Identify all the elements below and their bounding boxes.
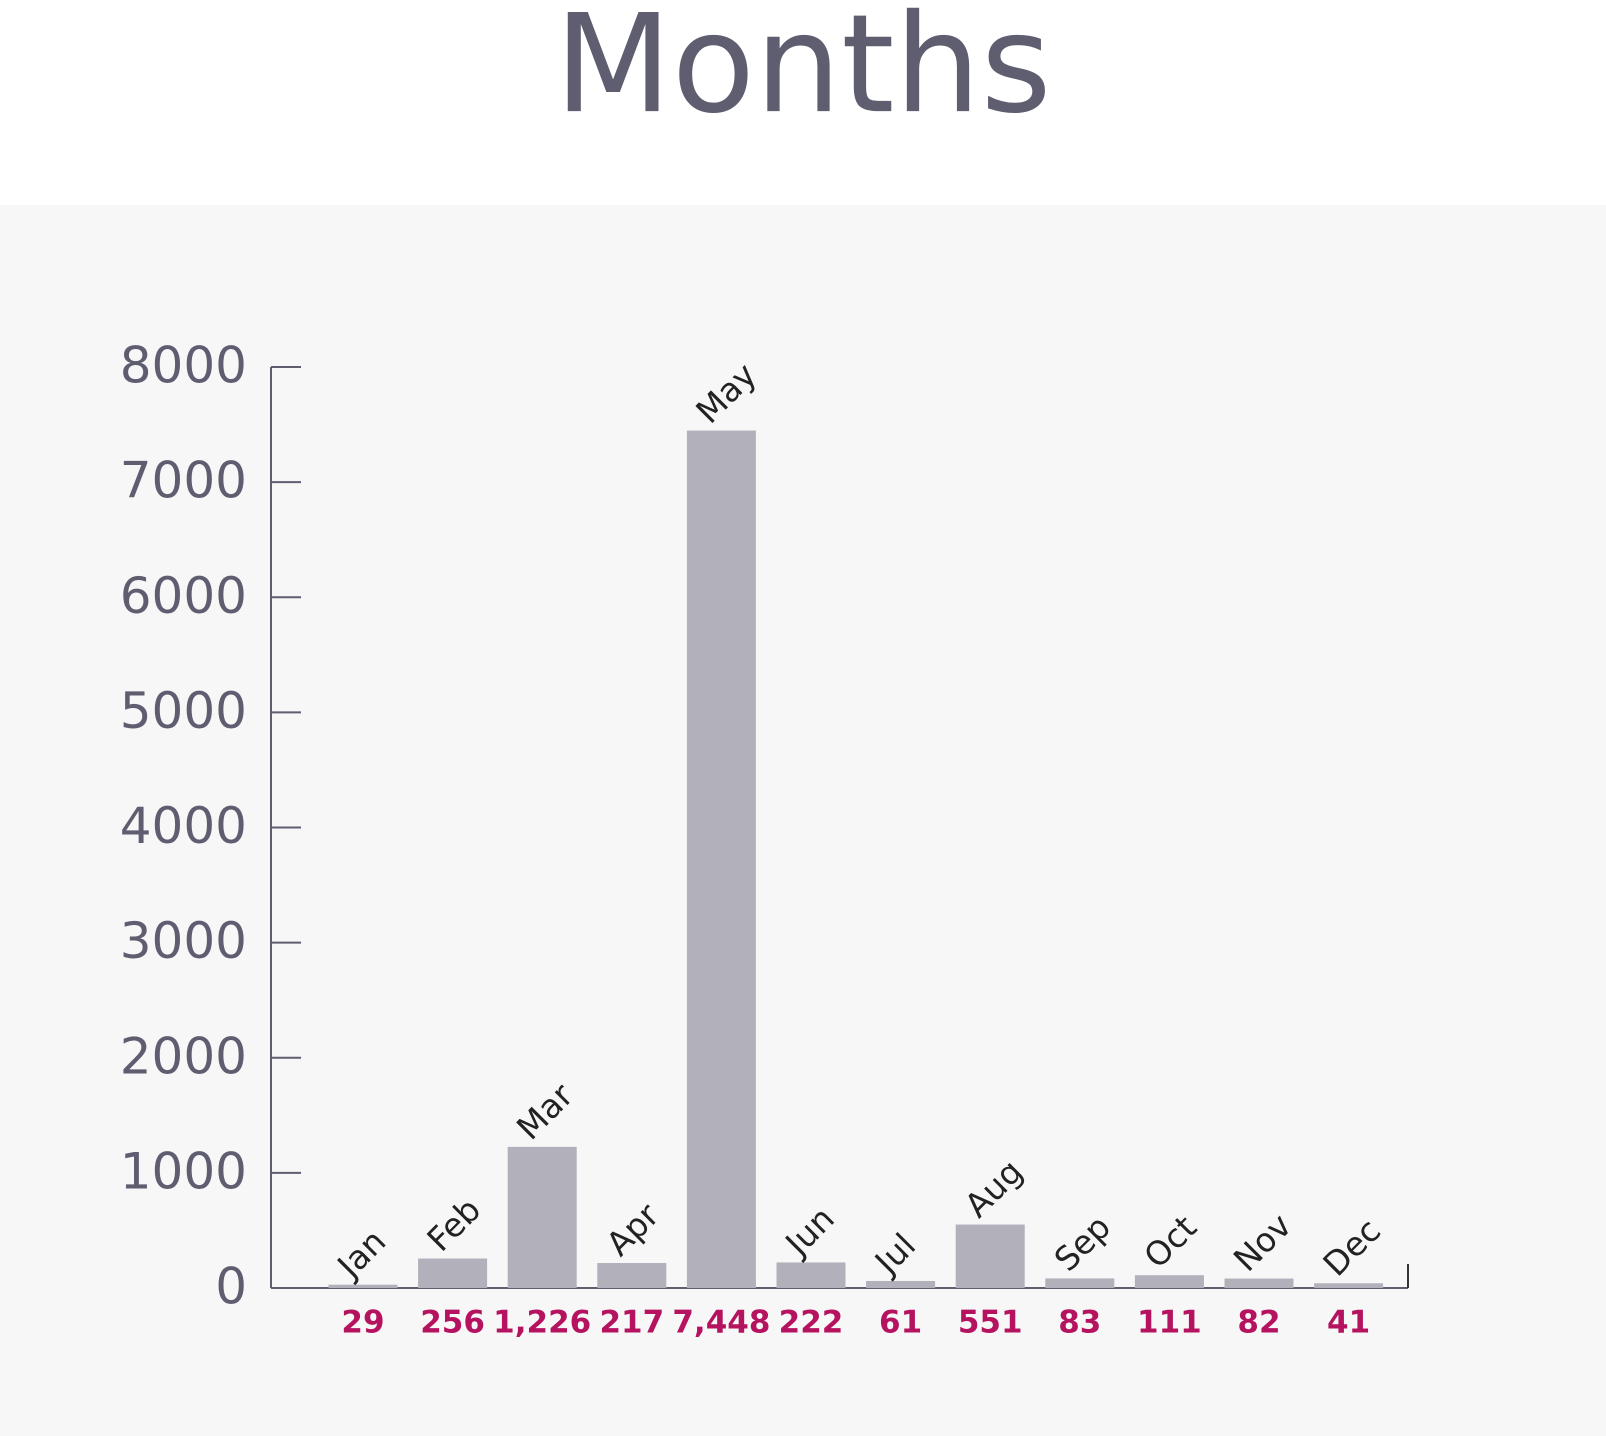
bar (418, 1258, 488, 1288)
chart-title: Months (554, 0, 1051, 144)
value-label: 41 (1327, 1305, 1370, 1341)
bar (1224, 1278, 1294, 1288)
bar (507, 1146, 577, 1288)
value-label: 82 (1237, 1305, 1280, 1341)
value-label: 1,226 (493, 1305, 591, 1341)
bar (686, 430, 756, 1288)
value-label: 551 (958, 1305, 1023, 1341)
bar (866, 1280, 936, 1288)
value-label: 61 (879, 1305, 922, 1341)
y-tick-label: 3000 (120, 912, 247, 970)
bar (955, 1224, 1025, 1288)
value-label: 222 (779, 1305, 844, 1341)
y-tick-label: 6000 (120, 567, 247, 625)
value-label: 256 (420, 1305, 485, 1341)
bar (1314, 1283, 1384, 1288)
bar (1134, 1275, 1204, 1288)
y-tick-label: 0 (215, 1258, 247, 1316)
value-label: 29 (341, 1305, 384, 1341)
y-tick-label: 2000 (120, 1027, 247, 1085)
value-label: 7,448 (672, 1305, 770, 1341)
y-tick-label: 7000 (120, 452, 247, 510)
bar (328, 1284, 398, 1288)
plot-background (0, 205, 1606, 1436)
bar (597, 1263, 667, 1288)
bar (776, 1262, 846, 1288)
value-label: 111 (1137, 1305, 1202, 1341)
bar (1045, 1278, 1115, 1288)
y-tick-label: 8000 (120, 337, 247, 395)
y-tick-label: 1000 (120, 1142, 247, 1200)
value-label: 83 (1058, 1305, 1101, 1341)
y-tick-label: 4000 (120, 797, 247, 855)
value-label: 217 (599, 1305, 664, 1341)
y-tick-label: 5000 (120, 682, 247, 740)
